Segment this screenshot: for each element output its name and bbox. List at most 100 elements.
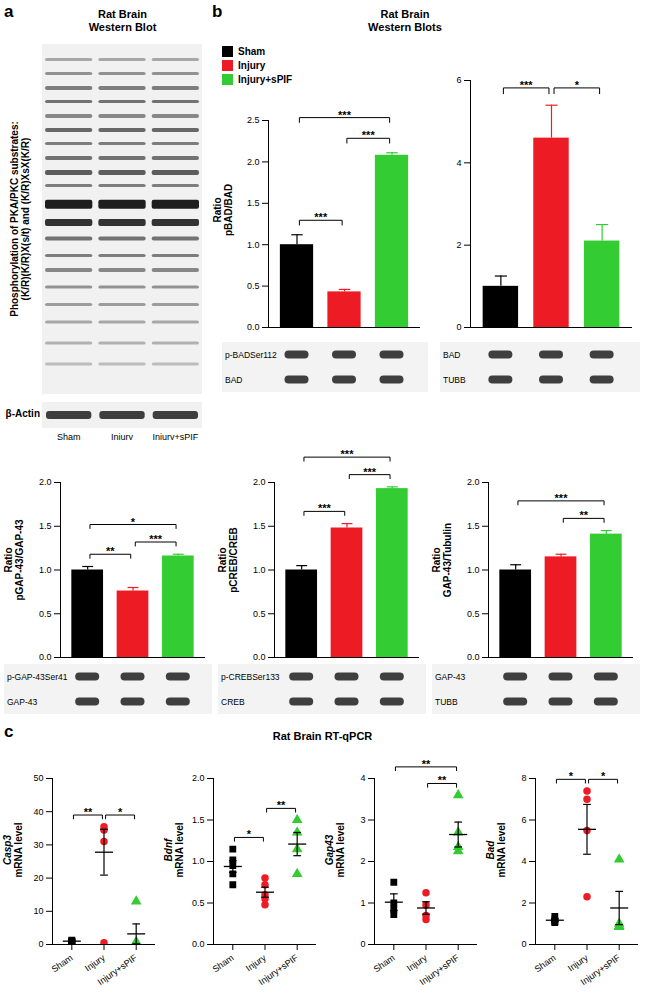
svg-text:0.5: 0.5 xyxy=(253,609,266,619)
svg-text:*: * xyxy=(118,806,123,818)
svg-text:0.5: 0.5 xyxy=(39,609,52,619)
svg-text:**: ** xyxy=(277,799,286,811)
svg-text:2: 2 xyxy=(521,898,526,908)
svg-text:*: * xyxy=(247,828,252,840)
svg-text:GAP-43: GAP-43 xyxy=(7,697,38,707)
svg-text:4: 4 xyxy=(456,158,461,168)
svg-text:6: 6 xyxy=(521,815,526,825)
svg-text:BdnfmRNA level: BdnfmRNA level xyxy=(163,822,186,877)
svg-text:1.0: 1.0 xyxy=(467,565,480,575)
svg-text:**: ** xyxy=(438,774,447,786)
svg-text:1.0: 1.0 xyxy=(39,565,52,575)
svg-text:1.5: 1.5 xyxy=(39,521,52,531)
svg-text:Injury+sPIF: Injury+sPIF xyxy=(418,952,462,987)
svg-text:1.5: 1.5 xyxy=(192,815,205,825)
svg-text:TUBB: TUBB xyxy=(435,697,458,707)
svg-text:p-GAP-43Ser41: p-GAP-43Ser41 xyxy=(7,672,68,682)
svg-text:50: 50 xyxy=(33,773,43,783)
svg-text:0.0: 0.0 xyxy=(247,322,260,332)
svg-text:***: *** xyxy=(318,502,332,514)
svg-text:8: 8 xyxy=(521,773,526,783)
svg-text:***: *** xyxy=(363,466,377,478)
svg-text:2.0: 2.0 xyxy=(39,477,52,487)
svg-text:Injury+sPIF: Injury+sPIF xyxy=(257,952,301,987)
svg-text:30: 30 xyxy=(33,840,43,850)
svg-text:**: ** xyxy=(106,545,115,557)
svg-text:RatiopCREB/CREB: RatiopCREB/CREB xyxy=(217,527,240,593)
svg-text:GAP-43: GAP-43 xyxy=(435,672,466,682)
svg-text:CREB: CREB xyxy=(221,697,245,707)
svg-text:0.0: 0.0 xyxy=(253,652,266,662)
svg-text:2: 2 xyxy=(456,240,461,250)
html-text:Western Blots: Western Blots xyxy=(368,20,442,33)
svg-text:Sham: Sham xyxy=(211,953,236,975)
svg-text:0.5: 0.5 xyxy=(467,609,480,619)
svg-text:*: * xyxy=(601,770,606,782)
svg-text:Phosphorylation of PKA/PKC sub: Phosphorylation of PKA/PKC substrates:(K… xyxy=(9,121,32,317)
svg-text:BAD: BAD xyxy=(443,350,460,360)
svg-text:0.5: 0.5 xyxy=(192,898,205,908)
svg-text:1.0: 1.0 xyxy=(192,856,205,866)
svg-text:10: 10 xyxy=(33,906,43,916)
svg-text:0.5: 0.5 xyxy=(247,281,260,291)
svg-text:RatiopBAD/BAD: RatiopBAD/BAD xyxy=(212,184,235,236)
svg-text:p-BADSer112: p-BADSer112 xyxy=(225,350,277,360)
svg-text:0: 0 xyxy=(360,939,365,949)
svg-text:***: *** xyxy=(149,533,163,545)
svg-text:2.0: 2.0 xyxy=(467,477,480,487)
svg-text:6: 6 xyxy=(456,75,461,85)
svg-text:0: 0 xyxy=(38,939,43,949)
svg-text:Injury: Injury xyxy=(405,952,429,973)
svg-text:***: *** xyxy=(362,129,376,141)
svg-text:1.5: 1.5 xyxy=(247,198,260,208)
svg-text:2.0: 2.0 xyxy=(247,157,260,167)
svg-text:2.5: 2.5 xyxy=(247,115,260,125)
svg-text:Injury: Injury xyxy=(244,952,268,973)
svg-text:Injury+sPIF: Injury+sPIF xyxy=(96,952,140,987)
svg-text:0: 0 xyxy=(521,939,526,949)
svg-text:BAD: BAD xyxy=(225,375,242,385)
svg-text:***: *** xyxy=(341,448,355,460)
svg-text:0.0: 0.0 xyxy=(39,652,52,662)
svg-text:0.0: 0.0 xyxy=(192,939,205,949)
svg-text:1: 1 xyxy=(360,898,365,908)
svg-text:***: *** xyxy=(314,211,328,223)
svg-text:p-CREBSer133: p-CREBSer133 xyxy=(221,672,280,682)
svg-text:40: 40 xyxy=(33,807,43,817)
svg-text:BadmRNA level: BadmRNA level xyxy=(485,822,508,877)
svg-text:Injury: Injury xyxy=(566,952,590,973)
svg-text:Sham: Sham xyxy=(50,953,75,975)
svg-text:*: * xyxy=(575,79,580,91)
svg-text:2.0: 2.0 xyxy=(253,477,266,487)
svg-text:Sham: Sham xyxy=(372,953,397,975)
svg-text:*: * xyxy=(569,770,574,782)
svg-text:1.5: 1.5 xyxy=(253,521,266,531)
svg-text:3: 3 xyxy=(360,815,365,825)
svg-text:**: ** xyxy=(422,758,431,770)
svg-text:**: ** xyxy=(579,509,588,521)
svg-text:0.0: 0.0 xyxy=(467,652,480,662)
svg-text:RatioGAP-43/Tubulin: RatioGAP-43/Tubulin xyxy=(431,523,454,597)
svg-text:***: *** xyxy=(338,109,352,121)
svg-text:2.0: 2.0 xyxy=(192,773,205,783)
svg-text:4: 4 xyxy=(360,773,365,783)
svg-text:1.0: 1.0 xyxy=(253,565,266,575)
svg-text:RatiopGAP-43/GAP-43: RatiopGAP-43/GAP-43 xyxy=(3,519,26,601)
html-text:Western Blot: Western Blot xyxy=(88,20,157,33)
svg-text:***: *** xyxy=(555,492,569,504)
svg-text:1.5: 1.5 xyxy=(467,521,480,531)
svg-text:Gap43mRNA level: Gap43mRNA level xyxy=(324,822,347,877)
svg-text:Casp3mRNA level: Casp3mRNA level xyxy=(2,822,25,877)
svg-text:*: * xyxy=(131,516,136,528)
svg-text:0: 0 xyxy=(456,322,461,332)
svg-text:Injury: Injury xyxy=(83,952,107,973)
svg-text:1.0: 1.0 xyxy=(247,240,260,250)
svg-text:Sham: Sham xyxy=(533,953,558,975)
svg-text:Injury+sPIF: Injury+sPIF xyxy=(579,952,623,987)
svg-text:TUBB: TUBB xyxy=(443,375,466,385)
svg-text:2: 2 xyxy=(360,856,365,866)
svg-text:**: ** xyxy=(84,806,93,818)
svg-text:20: 20 xyxy=(33,873,43,883)
svg-text:4: 4 xyxy=(521,856,526,866)
svg-text:***: *** xyxy=(520,79,534,91)
